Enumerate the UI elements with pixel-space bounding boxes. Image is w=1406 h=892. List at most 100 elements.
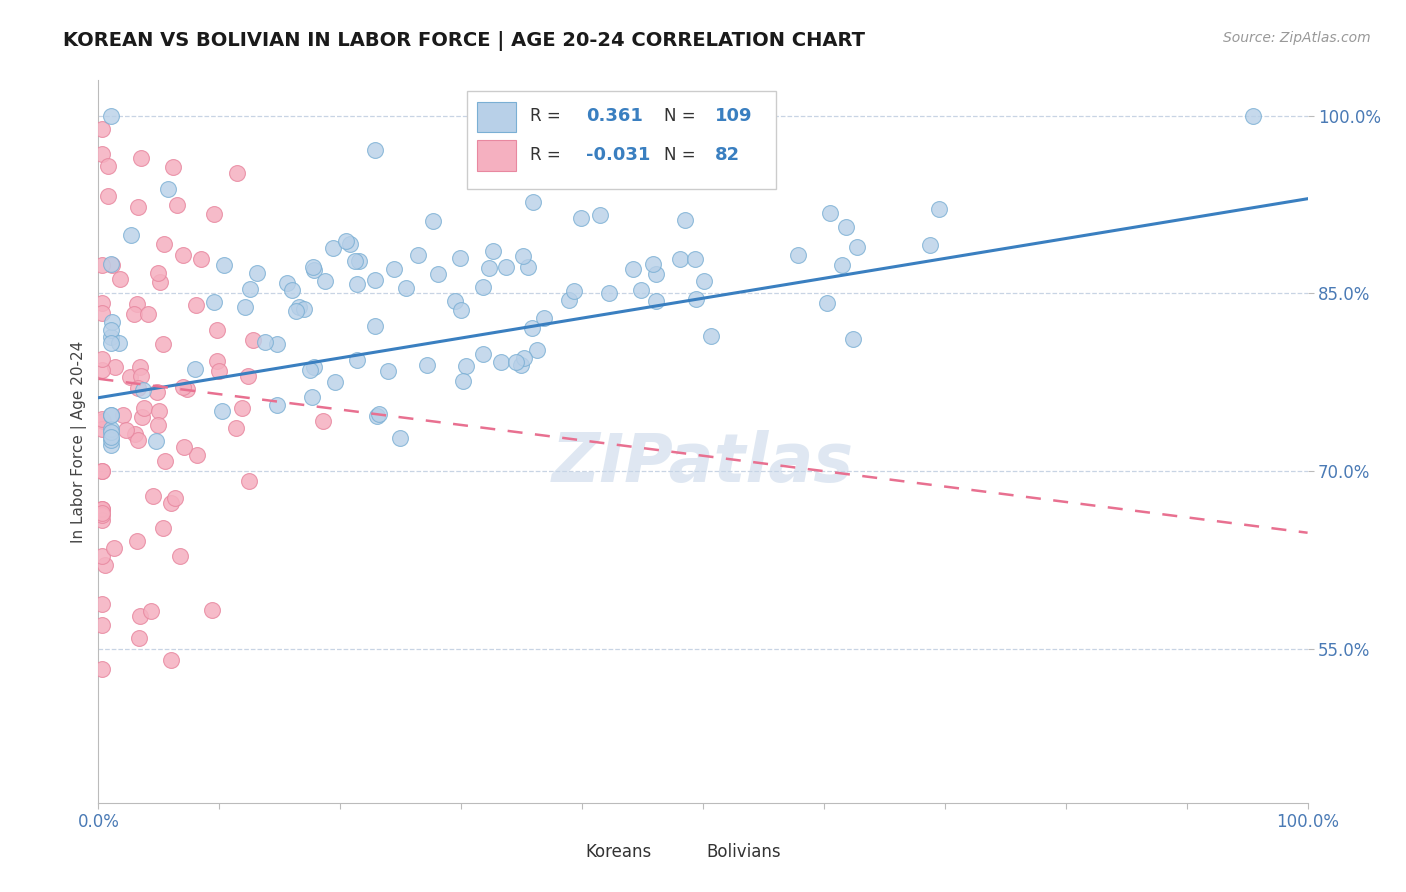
Point <box>176 382 198 396</box>
Point <box>526 343 548 357</box>
Point <box>91 506 114 520</box>
FancyBboxPatch shape <box>467 91 776 189</box>
Point <box>302 262 325 277</box>
Point <box>562 284 585 298</box>
Point <box>91 363 114 377</box>
Point <box>211 404 233 418</box>
Text: 82: 82 <box>716 145 740 164</box>
Point <box>231 401 253 416</box>
Point <box>93 558 115 572</box>
Point <box>522 111 544 125</box>
Point <box>281 283 304 297</box>
Point <box>91 464 114 478</box>
Point <box>683 252 706 267</box>
Point <box>644 294 666 309</box>
Point <box>184 361 207 376</box>
Point <box>322 241 344 255</box>
Point <box>190 252 212 266</box>
Point <box>254 334 277 349</box>
Point <box>122 307 145 321</box>
Point <box>91 501 114 516</box>
Point <box>100 408 122 422</box>
Point <box>377 364 399 378</box>
Point <box>302 260 325 275</box>
Point <box>173 440 195 454</box>
Point <box>91 502 114 516</box>
Point <box>311 414 333 428</box>
Point <box>172 380 194 394</box>
Point <box>97 189 120 203</box>
Point <box>323 375 346 389</box>
Point <box>97 159 120 173</box>
Point <box>132 401 155 415</box>
Point <box>471 279 494 293</box>
Point <box>450 303 472 318</box>
Point <box>91 305 114 319</box>
Point <box>162 160 184 174</box>
Point <box>239 281 262 295</box>
Text: -0.031: -0.031 <box>586 145 650 164</box>
Point <box>100 335 122 350</box>
FancyBboxPatch shape <box>477 140 516 170</box>
Point <box>343 254 366 268</box>
Point <box>427 267 450 281</box>
Point <box>205 354 228 368</box>
Point <box>846 240 869 254</box>
Point <box>166 198 188 212</box>
Point <box>673 213 696 227</box>
Point <box>818 206 841 220</box>
Point <box>517 260 540 275</box>
Point <box>184 298 207 312</box>
Point <box>129 369 152 384</box>
Point <box>160 496 183 510</box>
Point <box>335 234 357 248</box>
Point <box>163 491 186 505</box>
Text: 109: 109 <box>716 107 752 126</box>
Point <box>114 423 136 437</box>
Point <box>364 319 387 334</box>
Point <box>172 247 194 261</box>
Point <box>339 237 361 252</box>
Point <box>522 195 544 210</box>
Point <box>100 109 122 123</box>
Point <box>238 474 260 488</box>
Point <box>669 252 692 266</box>
Point <box>786 247 808 261</box>
Point <box>131 383 153 397</box>
Point <box>416 359 439 373</box>
Point <box>152 521 174 535</box>
Point <box>155 454 177 468</box>
Point <box>160 653 183 667</box>
Point <box>142 489 165 503</box>
Y-axis label: In Labor Force | Age 20-24: In Labor Force | Age 20-24 <box>72 341 87 542</box>
Point <box>153 237 176 252</box>
Point <box>110 272 132 286</box>
Point <box>831 258 853 272</box>
Point <box>246 266 269 280</box>
Point <box>533 311 555 326</box>
Point <box>104 359 127 374</box>
Point <box>91 413 114 427</box>
Point <box>644 268 666 282</box>
Point <box>491 355 513 369</box>
Point <box>91 597 114 611</box>
Point <box>225 166 247 180</box>
Point <box>842 332 865 346</box>
Point <box>346 353 368 368</box>
Point <box>149 276 172 290</box>
Point <box>101 315 124 329</box>
Point <box>127 381 149 395</box>
Point <box>156 181 179 195</box>
Point <box>288 300 311 314</box>
Point <box>148 403 170 417</box>
Point <box>495 260 517 274</box>
Point <box>349 254 371 268</box>
Point <box>169 549 191 563</box>
Point <box>139 605 162 619</box>
Point <box>100 408 122 422</box>
Point <box>512 249 534 263</box>
Point <box>598 285 620 300</box>
Point <box>100 259 122 273</box>
Point <box>693 274 716 288</box>
Point <box>266 337 288 351</box>
